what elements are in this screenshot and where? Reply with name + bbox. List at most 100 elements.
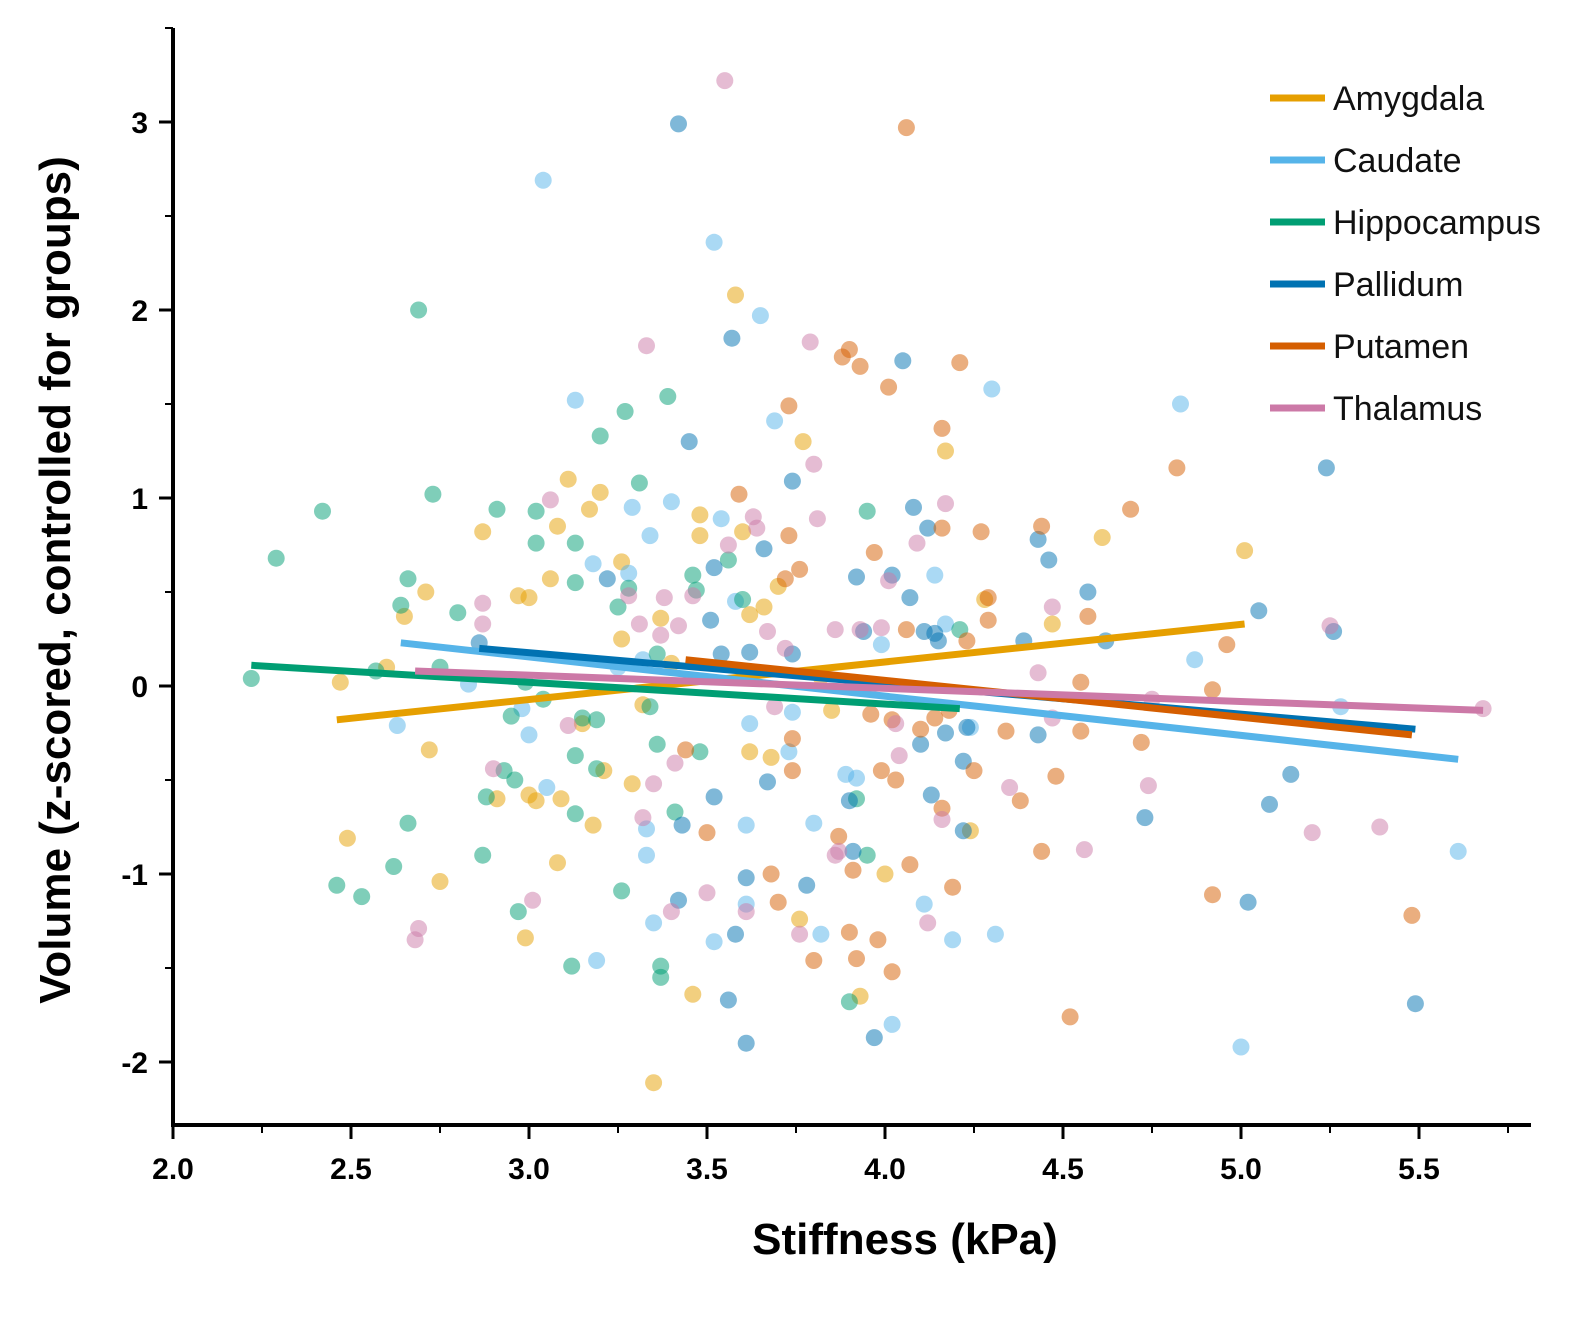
point-putamen <box>1168 459 1186 477</box>
point-caudate <box>645 914 663 932</box>
point-amygdala <box>741 606 759 624</box>
point-hippocampus <box>591 427 609 445</box>
point-pallidum <box>954 822 972 840</box>
y-tick-label: -2 <box>121 1047 148 1080</box>
point-putamen <box>997 722 1015 740</box>
point-thalamus <box>719 536 737 554</box>
point-pallidum <box>719 991 737 1009</box>
point-pallidum <box>1136 809 1154 827</box>
point-amygdala <box>549 854 566 872</box>
point-hippocampus <box>858 846 876 864</box>
point-pallidum <box>741 643 759 661</box>
point-amygdala <box>559 470 577 488</box>
point-caudate <box>1186 651 1204 669</box>
point-hippocampus <box>652 968 670 986</box>
point-pallidum <box>737 1034 755 1052</box>
point-putamen <box>791 560 809 578</box>
point-amygdala <box>876 865 894 883</box>
point-amygdala <box>331 673 349 691</box>
point-thalamus <box>887 715 905 733</box>
point-caudate <box>638 846 655 864</box>
point-amygdala <box>937 442 954 460</box>
legend-label-caudate: Caudate <box>1333 142 1462 180</box>
y-tick-label: 0 <box>131 671 148 704</box>
point-pallidum <box>1250 602 1268 620</box>
point-hippocampus <box>588 711 606 729</box>
point-caudate <box>641 527 659 545</box>
point-pallidum <box>905 498 922 516</box>
point-thalamus <box>872 619 890 637</box>
point-thalamus <box>908 534 926 552</box>
point-caudate <box>944 931 962 949</box>
point-caudate <box>741 715 759 733</box>
point-amygdala <box>623 775 641 793</box>
point-hippocampus <box>588 760 606 778</box>
point-amygdala <box>1236 542 1254 560</box>
point-pallidum <box>670 115 687 133</box>
point-thalamus <box>808 510 826 528</box>
point-amygdala <box>734 523 752 541</box>
point-pallidum <box>737 869 755 887</box>
point-putamen <box>698 824 716 842</box>
point-caudate <box>712 510 730 528</box>
point-caudate <box>534 171 552 189</box>
point-putamen <box>897 119 915 137</box>
point-putamen <box>844 861 862 879</box>
point-thalamus <box>890 747 908 765</box>
point-putamen <box>677 741 695 759</box>
point-pallidum <box>1317 459 1335 477</box>
point-amygdala <box>727 286 744 304</box>
point-thalamus <box>638 337 655 355</box>
point-putamen <box>1132 733 1150 751</box>
point-thalamus <box>541 491 559 509</box>
point-thalamus <box>655 589 673 607</box>
point-caudate <box>1449 842 1467 860</box>
point-thalamus <box>652 626 670 644</box>
point-amygdala <box>420 741 438 759</box>
point-pallidum <box>705 788 723 806</box>
point-hippocampus <box>506 771 524 789</box>
point-pallidum <box>1282 765 1300 783</box>
point-thalamus <box>851 621 869 639</box>
point-hippocampus <box>392 596 410 614</box>
point-thalamus <box>1139 777 1157 795</box>
point-caudate <box>812 925 830 943</box>
point-amygdala <box>1043 615 1061 633</box>
point-hippocampus <box>474 846 492 864</box>
point-caudate <box>983 380 1001 398</box>
point-amygdala <box>591 483 609 501</box>
point-caudate <box>737 816 755 834</box>
point-hippocampus <box>659 388 677 405</box>
point-thalamus <box>1321 617 1339 635</box>
point-pallidum <box>798 876 816 894</box>
point-thalamus <box>716 72 734 90</box>
point-thalamus <box>937 495 954 513</box>
point-hippocampus <box>666 803 684 821</box>
point-hippocampus <box>630 474 648 492</box>
data-points <box>242 72 1492 1092</box>
point-hippocampus <box>691 743 709 761</box>
point-pallidum <box>759 773 776 791</box>
point-thalamus <box>1371 818 1389 836</box>
point-amygdala <box>684 985 702 1003</box>
point-putamen <box>1061 1008 1079 1026</box>
point-amygdala <box>581 500 598 518</box>
point-hippocampus <box>573 709 591 727</box>
point-putamen <box>979 611 997 629</box>
point-amygdala <box>431 873 449 890</box>
legend: Amygdala Caudate Hippocampus Pallidum Putame… <box>1270 80 1541 428</box>
point-pallidum <box>705 559 723 577</box>
point-hippocampus <box>566 747 584 765</box>
point-putamen <box>1047 767 1065 785</box>
point-thalamus <box>474 615 492 633</box>
point-thalamus <box>410 920 428 937</box>
point-amygdala <box>613 630 631 648</box>
fit-line-hippocampus <box>251 661 961 713</box>
y-tick-label: 1 <box>131 483 148 516</box>
point-thalamus <box>662 903 680 921</box>
point-putamen <box>972 523 990 541</box>
point-hippocampus <box>566 805 584 823</box>
point-amygdala <box>584 816 602 834</box>
